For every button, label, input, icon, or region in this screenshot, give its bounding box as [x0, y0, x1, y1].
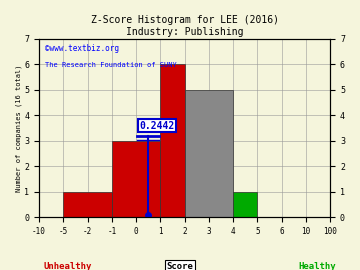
Text: The Research Foundation of SUNY: The Research Foundation of SUNY — [45, 62, 176, 68]
Text: Unhealthy: Unhealthy — [43, 262, 91, 270]
Text: 0.2442: 0.2442 — [140, 120, 175, 130]
Bar — [112, 141, 160, 217]
Bar — [160, 64, 185, 217]
Text: Score: Score — [167, 262, 193, 270]
Y-axis label: Number of companies (16 total): Number of companies (16 total) — [15, 64, 22, 192]
Bar — [185, 90, 233, 217]
Text: Healthy: Healthy — [298, 262, 336, 270]
Bar — [63, 192, 112, 217]
Title: Z-Score Histogram for LEE (2016)
Industry: Publishing: Z-Score Histogram for LEE (2016) Industr… — [91, 15, 279, 37]
Text: ©www.textbiz.org: ©www.textbiz.org — [45, 44, 119, 53]
Bar — [233, 192, 257, 217]
